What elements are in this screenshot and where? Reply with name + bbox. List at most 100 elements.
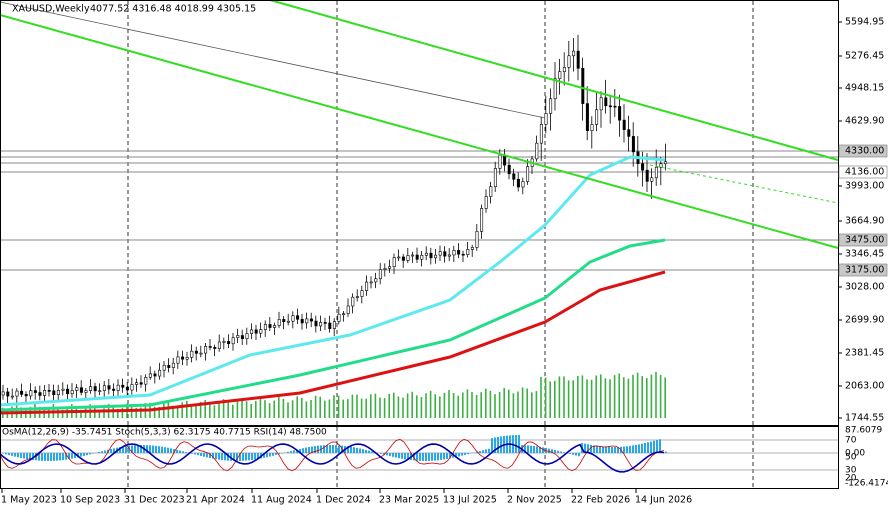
- osma-bar: [167, 448, 169, 453]
- volume-bar: [485, 389, 487, 418]
- volume-bar: [517, 391, 519, 418]
- candle-body: [76, 388, 78, 391]
- candle-body: [296, 316, 298, 320]
- candle-body: [582, 68, 584, 103]
- candle-body: [20, 391, 22, 394]
- volume-bar: [457, 396, 459, 418]
- date-label: 10 Sep 2023: [60, 495, 120, 506]
- volume-bar: [324, 401, 326, 418]
- candle-body: [30, 391, 32, 396]
- osma-bar: [206, 453, 208, 457]
- volume-bar: [209, 404, 211, 418]
- date-label: 23 Mar 2025: [379, 495, 439, 506]
- osma-bar: [479, 451, 481, 453]
- osma-bar: [626, 446, 628, 453]
- osma-bar: [569, 453, 571, 454]
- volume-bar: [16, 404, 18, 418]
- candle-body: [264, 324, 266, 329]
- volume-bar: [329, 400, 331, 418]
- price-label: 2381.45: [845, 348, 884, 359]
- osma-bar: [332, 445, 334, 453]
- osma-bar: [254, 453, 256, 460]
- osma-bar: [554, 450, 556, 453]
- candle-body: [319, 322, 321, 326]
- candle-body: [467, 249, 469, 254]
- indicator-axis-label: 87.6079: [845, 426, 882, 436]
- price-label: 3028.00: [845, 282, 884, 293]
- osma-bar: [446, 453, 448, 459]
- volume-bar: [168, 402, 170, 418]
- osma-bar: [47, 453, 49, 461]
- date-label: 11 Aug 2024: [251, 495, 312, 506]
- candle-body: [444, 252, 446, 256]
- osma-bar: [461, 453, 463, 456]
- volume-bar: [283, 399, 285, 418]
- osma-bar: [548, 449, 550, 453]
- osma-bar: [8, 453, 10, 455]
- candle-body: [623, 120, 625, 130]
- candle-body: [513, 174, 515, 179]
- osma-bar: [650, 442, 652, 453]
- volume-bar: [471, 392, 473, 418]
- candle-body: [214, 347, 216, 348]
- candle-body: [384, 268, 386, 269]
- osma-bar: [245, 453, 247, 461]
- osma-bar: [197, 453, 199, 455]
- candle-body: [605, 98, 607, 106]
- osma-bar: [599, 446, 601, 453]
- osma-bar: [557, 451, 559, 453]
- volume-bar: [623, 377, 625, 418]
- osma-bar: [17, 453, 19, 457]
- date-label: 2 Nov 2025: [507, 495, 562, 506]
- osma-bar: [308, 447, 310, 453]
- volume-bar: [255, 401, 257, 418]
- candle-body: [232, 338, 234, 344]
- candle-body: [191, 351, 193, 357]
- candle-body: [545, 113, 547, 124]
- volume-bar: [425, 393, 427, 418]
- osma-bar: [578, 453, 580, 456]
- osma-bar: [596, 446, 598, 453]
- candle-body: [356, 296, 358, 297]
- price-label: 5594.95: [845, 17, 884, 28]
- candle-body: [388, 267, 390, 269]
- candle-body: [273, 325, 275, 327]
- volume-bar: [664, 377, 666, 418]
- volume-bar: [646, 378, 648, 418]
- candle-body: [158, 370, 160, 376]
- volume-bar: [186, 401, 188, 418]
- candle-body: [94, 387, 96, 391]
- volume-bar: [384, 398, 386, 418]
- candle-body: [145, 377, 147, 384]
- osma-bar: [425, 453, 427, 461]
- osma-bar: [608, 447, 610, 453]
- osma-bar: [152, 445, 154, 453]
- volume-bar: [628, 379, 630, 418]
- candle-body: [448, 255, 450, 256]
- indicator-label: OsMA(12,26,9) -35.7451 Stoch(5,3,3) 62.3…: [2, 428, 327, 438]
- osma-bar: [134, 445, 136, 453]
- osma-bar: [491, 438, 493, 453]
- osma-bar: [629, 446, 631, 453]
- volume-bar: [379, 398, 381, 418]
- candle-body: [568, 56, 570, 68]
- volume-bar: [232, 405, 234, 418]
- candle-body: [34, 391, 36, 393]
- osma-bar: [11, 453, 13, 456]
- candle-body: [651, 178, 653, 182]
- indicator-axis-label: 50: [845, 453, 857, 463]
- osma-bar: [395, 453, 397, 458]
- volume-bar: [416, 395, 418, 418]
- candle-body: [476, 231, 478, 247]
- candle-body: [16, 391, 18, 396]
- osma-bar: [659, 439, 661, 453]
- osma-bar: [638, 444, 640, 453]
- candle-body: [250, 330, 252, 334]
- candle-body: [549, 99, 551, 114]
- osma-bar: [59, 453, 61, 460]
- candle-body: [595, 110, 597, 125]
- volume-bar: [402, 398, 404, 418]
- candle-body: [646, 170, 648, 181]
- osma-bar: [203, 453, 205, 457]
